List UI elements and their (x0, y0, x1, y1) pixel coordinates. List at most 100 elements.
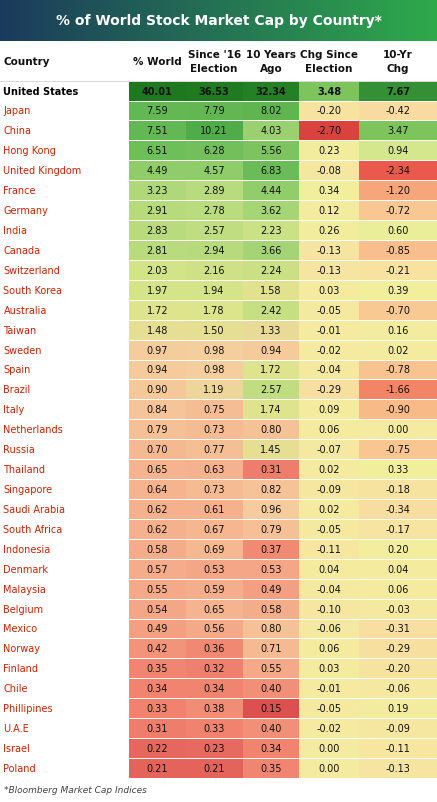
Bar (186, 460, 243, 480)
Bar (34, 0, 35, 42)
Bar (74, 0, 76, 42)
Bar (243, 699, 299, 719)
Text: 0.06: 0.06 (319, 425, 340, 435)
Bar (359, 439, 437, 460)
Bar (283, 0, 284, 42)
Text: 0.56: 0.56 (203, 624, 225, 634)
Text: 0.42: 0.42 (146, 644, 168, 654)
Bar (186, 82, 243, 101)
Text: 0.33: 0.33 (204, 723, 225, 733)
Bar (358, 0, 360, 42)
Bar (379, 0, 381, 42)
Bar (243, 439, 299, 460)
Bar (129, 480, 186, 500)
Bar (129, 380, 186, 400)
Bar (315, 0, 316, 42)
Text: 0.12: 0.12 (318, 206, 340, 216)
Bar (186, 281, 243, 301)
Bar (299, 758, 359, 778)
Bar (152, 0, 153, 42)
Text: 0.49: 0.49 (260, 584, 281, 594)
Bar (121, 0, 123, 42)
Bar (92, 0, 94, 42)
Bar (186, 380, 243, 400)
Bar (243, 658, 299, 678)
Bar (359, 141, 437, 161)
Bar (401, 0, 402, 42)
Text: Saudi Arabia: Saudi Arabia (3, 504, 66, 514)
Bar (186, 419, 243, 439)
Bar (299, 619, 359, 638)
Bar (430, 0, 432, 42)
Bar (131, 0, 133, 42)
Bar (0, 460, 129, 480)
Bar (416, 0, 419, 42)
Bar (357, 0, 359, 42)
Bar (0, 121, 129, 141)
Bar (433, 0, 434, 42)
Bar (270, 0, 271, 42)
Text: 40.01: 40.01 (142, 87, 173, 96)
Text: 0.23: 0.23 (203, 743, 225, 753)
Bar (299, 121, 359, 141)
Text: 1.94: 1.94 (204, 286, 225, 295)
Text: 0.31: 0.31 (147, 723, 168, 733)
Bar (186, 539, 243, 559)
Text: -0.31: -0.31 (386, 624, 410, 634)
Text: 1.97: 1.97 (146, 286, 168, 295)
Bar (0, 758, 129, 778)
Bar (405, 0, 407, 42)
Bar (418, 0, 420, 42)
Bar (186, 638, 243, 658)
Bar (252, 0, 254, 42)
Text: 0.61: 0.61 (204, 504, 225, 514)
Bar (424, 0, 426, 42)
Bar (359, 200, 437, 221)
Bar (371, 0, 373, 42)
Text: 1.58: 1.58 (260, 286, 282, 295)
Bar (0, 141, 129, 161)
Bar (0, 419, 129, 439)
Bar (299, 678, 359, 699)
Text: 6.51: 6.51 (146, 146, 168, 156)
Text: -0.21: -0.21 (385, 265, 411, 276)
Bar (184, 0, 185, 42)
Bar (84, 0, 87, 42)
Text: -1.66: -1.66 (386, 385, 410, 395)
Bar (22, 0, 24, 42)
Text: -0.05: -0.05 (316, 306, 342, 315)
Bar (351, 0, 353, 42)
Bar (217, 0, 219, 42)
Bar (299, 101, 359, 121)
Bar (361, 0, 363, 42)
Bar (144, 0, 146, 42)
Bar (0, 261, 129, 281)
Bar (106, 0, 108, 42)
Bar (7, 0, 9, 42)
Bar (108, 0, 110, 42)
Text: Chile: Chile (3, 683, 28, 694)
Bar (299, 301, 359, 320)
Bar (344, 0, 346, 42)
Bar (294, 0, 296, 42)
Text: -0.09: -0.09 (386, 723, 410, 733)
Bar (0, 539, 129, 559)
Bar (186, 340, 243, 360)
Bar (360, 0, 362, 42)
Bar (0, 101, 129, 121)
Bar (35, 0, 37, 42)
Text: 0.82: 0.82 (260, 484, 282, 494)
Bar (281, 0, 283, 42)
Bar (54, 0, 56, 42)
Bar (210, 0, 212, 42)
Text: 1.72: 1.72 (260, 365, 282, 375)
Bar (293, 0, 295, 42)
Bar (299, 200, 359, 221)
Bar (409, 0, 411, 42)
Bar (249, 0, 251, 42)
Bar (0, 658, 129, 678)
Text: 0.73: 0.73 (203, 484, 225, 494)
Text: 0.35: 0.35 (260, 763, 282, 773)
Bar (186, 699, 243, 719)
Bar (186, 758, 243, 778)
